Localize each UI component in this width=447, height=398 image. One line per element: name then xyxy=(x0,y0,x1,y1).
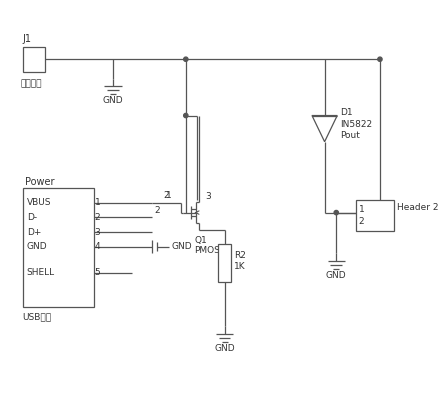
Bar xyxy=(23,188,93,307)
Text: 2: 2 xyxy=(154,206,160,215)
Text: 4: 4 xyxy=(95,242,100,251)
Text: 电源接头: 电源接头 xyxy=(21,79,42,88)
Text: 3: 3 xyxy=(205,191,211,201)
Text: Q1: Q1 xyxy=(194,236,207,245)
Text: 1: 1 xyxy=(358,205,364,214)
Text: Pout: Pout xyxy=(340,131,360,140)
Text: GND: GND xyxy=(171,242,192,251)
Bar xyxy=(23,47,45,72)
Text: PMOS: PMOS xyxy=(194,246,220,255)
Text: Header 2: Header 2 xyxy=(397,203,439,212)
Text: USB接口: USB接口 xyxy=(23,312,52,321)
Text: R2: R2 xyxy=(234,251,246,260)
Text: 1K: 1K xyxy=(234,262,246,271)
Text: Power: Power xyxy=(25,178,54,187)
Text: D1: D1 xyxy=(340,108,353,117)
Text: 2: 2 xyxy=(95,213,100,222)
Text: IN5822: IN5822 xyxy=(340,120,372,129)
Text: 1: 1 xyxy=(165,191,171,200)
Bar xyxy=(218,244,232,283)
Circle shape xyxy=(378,57,382,61)
Bar xyxy=(356,200,395,231)
Text: 2: 2 xyxy=(164,191,169,200)
Text: 1: 1 xyxy=(95,198,100,207)
Text: GND: GND xyxy=(27,242,47,251)
Text: GND: GND xyxy=(214,344,235,353)
Text: GND: GND xyxy=(326,271,346,280)
Text: VBUS: VBUS xyxy=(27,198,51,207)
Text: J1: J1 xyxy=(23,34,32,44)
Text: 5: 5 xyxy=(95,268,100,277)
Circle shape xyxy=(184,113,188,118)
Text: 2: 2 xyxy=(358,217,364,226)
Text: GND: GND xyxy=(103,96,123,105)
Circle shape xyxy=(334,211,338,215)
Text: D+: D+ xyxy=(27,228,41,236)
Circle shape xyxy=(184,57,188,61)
Text: SHELL: SHELL xyxy=(27,268,55,277)
Text: 3: 3 xyxy=(95,228,100,236)
Text: D-: D- xyxy=(27,213,37,222)
